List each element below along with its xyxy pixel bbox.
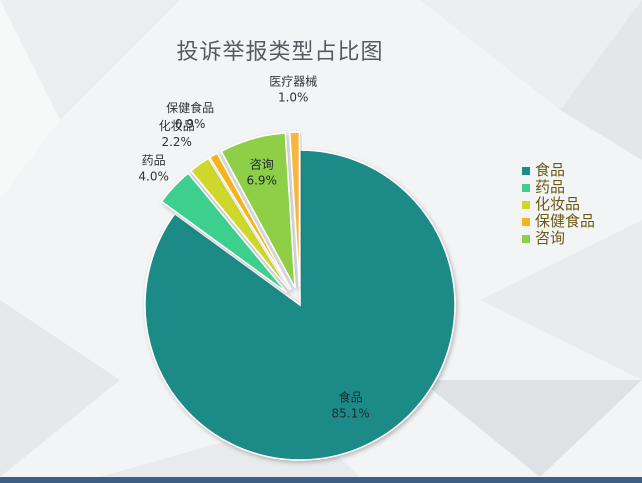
slice-name-label: 化妆品: [159, 119, 195, 133]
legend-item: 化妆品: [522, 196, 595, 213]
slice-percent-label: 85.1%: [332, 406, 370, 420]
legend-label: 化妆品: [535, 195, 581, 213]
slice-name-label: 医疗器械: [269, 74, 317, 89]
legend-item: 食品: [522, 162, 595, 179]
legend-label: 咨询: [535, 229, 566, 247]
slice-name-label: 保健食品: [166, 100, 214, 115]
slice-name-label: 食品: [339, 389, 363, 404]
pie-slice-3: [189, 157, 291, 291]
slice-percent-label: 0.9%: [175, 117, 206, 131]
legend-item: 咨询: [522, 230, 595, 247]
legend-label: 保健食品: [535, 212, 596, 230]
legend-swatch: [522, 166, 530, 175]
slice-percent-label: 2.2%: [161, 135, 192, 149]
legend-swatch: [522, 183, 530, 192]
legend-label: 药品: [535, 178, 566, 196]
bottom-bar: [0, 477, 642, 483]
legend-label: 食品: [535, 161, 566, 179]
pie-slice-6: [288, 131, 301, 288]
pie-slice-4: [208, 152, 292, 290]
legend-item: 药品: [522, 179, 595, 196]
chart-title: 投诉举报类型占比图: [176, 40, 384, 65]
legend-item: 保健食品: [522, 213, 595, 230]
legend-swatch: [522, 200, 530, 209]
chart-legend: 食品 药品 化妆品 保健食品 咨询: [522, 162, 595, 247]
legend-swatch: [522, 217, 530, 226]
legend-swatch: [522, 234, 530, 243]
slice-name-label: 药品: [142, 153, 166, 167]
slice-percent-label: 6.9%: [246, 173, 277, 187]
slice-percent-label: 4.0%: [138, 169, 169, 183]
pie-slice-2: [160, 172, 288, 294]
pie-slice-1: [144, 149, 456, 461]
slice-percent-label: 1.0%: [278, 91, 309, 105]
pie-slice-5: [220, 132, 296, 289]
slice-name-label: 咨询: [250, 156, 274, 171]
